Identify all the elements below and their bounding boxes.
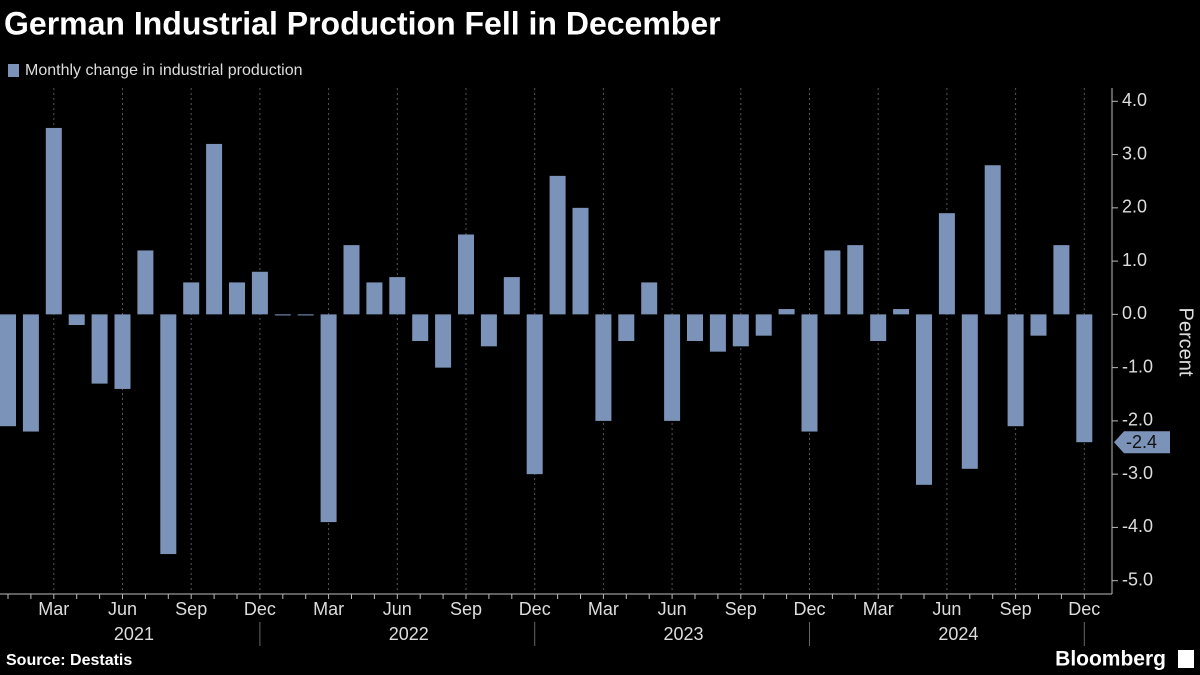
x-tick-label: Jun: [108, 599, 137, 619]
bar: [480, 314, 497, 347]
bar: [526, 314, 543, 475]
bar: [641, 282, 658, 315]
bar: [160, 314, 177, 555]
bar: [595, 314, 612, 421]
x-tick-label: Dec: [793, 599, 825, 619]
y-tick-label: -4.0: [1122, 516, 1153, 536]
bar: [893, 309, 910, 315]
x-tick-label: Dec: [244, 599, 276, 619]
bar: [984, 165, 1001, 315]
bar: [938, 213, 955, 315]
bar: [961, 314, 978, 469]
bar: [458, 234, 474, 315]
bar: [664, 314, 681, 421]
x-tick-label: Sep: [175, 599, 207, 619]
bar: [847, 245, 864, 315]
value-callout: [1114, 431, 1170, 454]
bar: [778, 309, 795, 315]
bar: [251, 271, 268, 315]
bar: [91, 314, 108, 384]
bar: [618, 314, 635, 341]
bar: [343, 245, 360, 315]
brand-icon: [1178, 650, 1194, 668]
bar: [297, 314, 314, 316]
y-tick-label: 0.0: [1122, 303, 1147, 323]
bar: [274, 314, 291, 316]
x-tick-label: Dec: [1068, 599, 1100, 619]
bar: [114, 314, 131, 389]
legend-swatch: [8, 64, 19, 77]
bar: [1076, 314, 1093, 443]
year-label: 2023: [664, 624, 704, 644]
x-tick-label: Jun: [932, 599, 961, 619]
value-label: -2.4: [1126, 432, 1157, 452]
legend-label: Monthly change in industrial production: [25, 62, 303, 79]
x-tick-label: Jun: [383, 599, 412, 619]
bar: [572, 207, 589, 315]
bar: [68, 314, 85, 326]
bar: [870, 314, 887, 341]
x-tick-label: Sep: [725, 599, 757, 619]
y-tick-label: -3.0: [1122, 463, 1153, 483]
bar: [137, 250, 154, 315]
bar: [435, 314, 452, 368]
bar: [503, 277, 520, 315]
bar: [320, 314, 337, 523]
bar: [229, 282, 245, 315]
bar: [824, 250, 841, 315]
x-tick-label: Sep: [1000, 599, 1032, 619]
bar: [549, 175, 566, 315]
bar: [366, 282, 383, 315]
year-label: 2024: [938, 624, 978, 644]
bar: [801, 314, 818, 432]
y-tick-label: -1.0: [1122, 356, 1153, 376]
bar: [1053, 245, 1070, 315]
brand: Bloomberg: [1055, 648, 1166, 671]
x-tick-label: Sep: [450, 599, 482, 619]
bar: [916, 314, 932, 485]
bar: [687, 314, 703, 341]
bar: [206, 143, 223, 315]
bar: [22, 314, 39, 432]
y-tick-label: 1.0: [1122, 250, 1147, 270]
x-tick-label: Mar: [863, 599, 894, 619]
bar: [1030, 314, 1047, 336]
y-tick-label: -5.0: [1122, 569, 1153, 589]
x-tick-label: Dec: [519, 599, 551, 619]
bar: [709, 314, 726, 352]
x-tick-label: Mar: [588, 599, 619, 619]
bar: [0, 314, 16, 427]
bar: [755, 314, 772, 336]
y-tick-label: 3.0: [1122, 143, 1147, 163]
bar: [1007, 314, 1024, 427]
bar: [183, 282, 200, 315]
bar: [732, 314, 749, 347]
x-tick-label: Mar: [313, 599, 344, 619]
y-tick-label: 2.0: [1122, 197, 1147, 217]
x-tick-label: Jun: [658, 599, 687, 619]
y-tick-label: -2.0: [1122, 410, 1153, 430]
y-tick-label: 4.0: [1122, 90, 1147, 110]
bar: [389, 277, 406, 315]
y-axis-label: Percent: [1175, 308, 1197, 377]
bar: [45, 127, 62, 315]
bar: [412, 314, 429, 341]
chart-title: German Industrial Production Fell in Dec…: [4, 5, 721, 41]
x-tick-label: Mar: [38, 599, 69, 619]
source: Source: Destatis: [6, 652, 132, 669]
year-label: 2022: [389, 624, 429, 644]
year-label: 2021: [114, 624, 154, 644]
